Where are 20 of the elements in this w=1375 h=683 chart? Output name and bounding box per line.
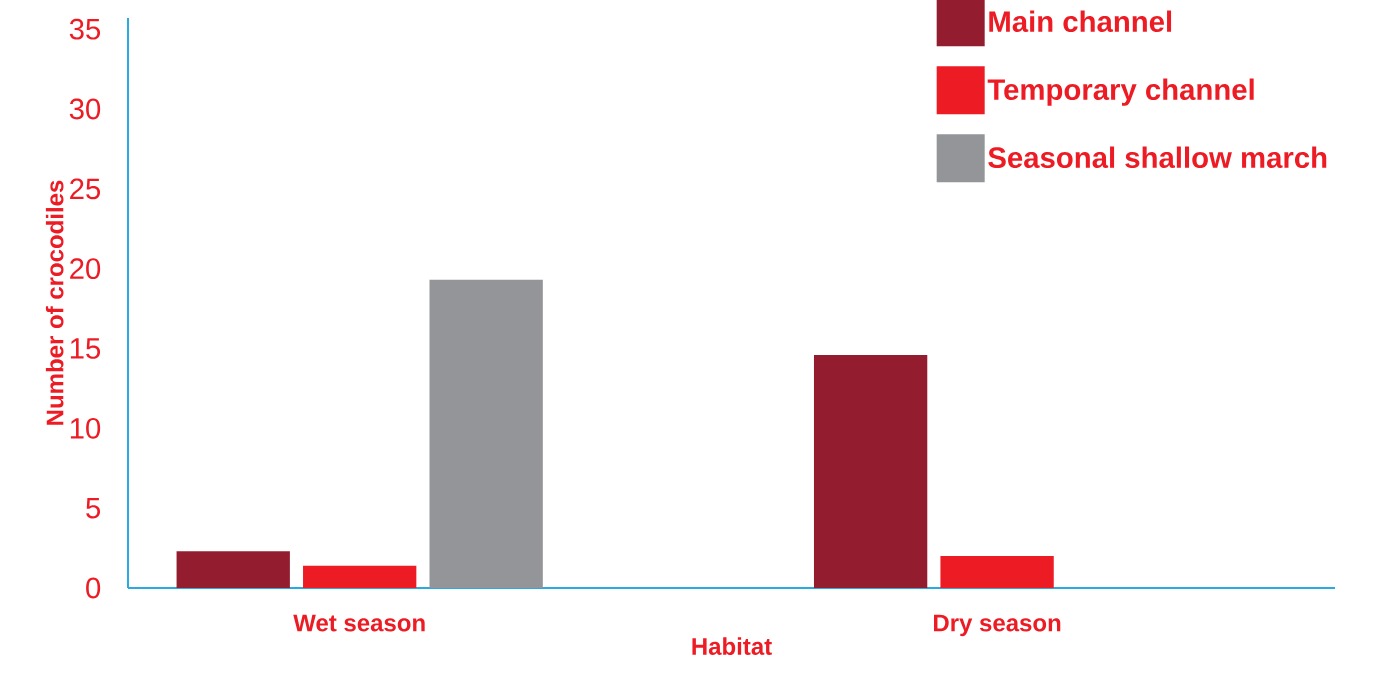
x-tick-label: Wet season: [293, 614, 425, 632]
y-tick-label: 20: [70, 258, 101, 280]
legend-label: Temporary channel: [987, 78, 1254, 106]
bar: [176, 551, 290, 588]
legend-label: Seasonal shallow march: [988, 146, 1327, 169]
legend-label: Main channel: [989, 10, 1172, 33]
y-tick-label: 0: [86, 577, 101, 599]
y-tick-label: 5: [86, 497, 101, 519]
y-axis-title: Number of crocodiles: [45, 180, 64, 425]
y-tick-label: 25: [70, 178, 101, 200]
y-tick-label: 35: [69, 18, 101, 40]
x-axis-title: Habitat: [692, 637, 772, 655]
x-tick-label: Dry season: [934, 614, 1061, 637]
y-tick-label: 30: [69, 98, 101, 120]
bar: [429, 279, 543, 588]
y-tick-label: 10: [70, 417, 101, 439]
bar: [303, 565, 417, 588]
bar: [813, 354, 928, 588]
y-tick-label: 15: [70, 338, 101, 359]
bar: [940, 556, 1054, 588]
